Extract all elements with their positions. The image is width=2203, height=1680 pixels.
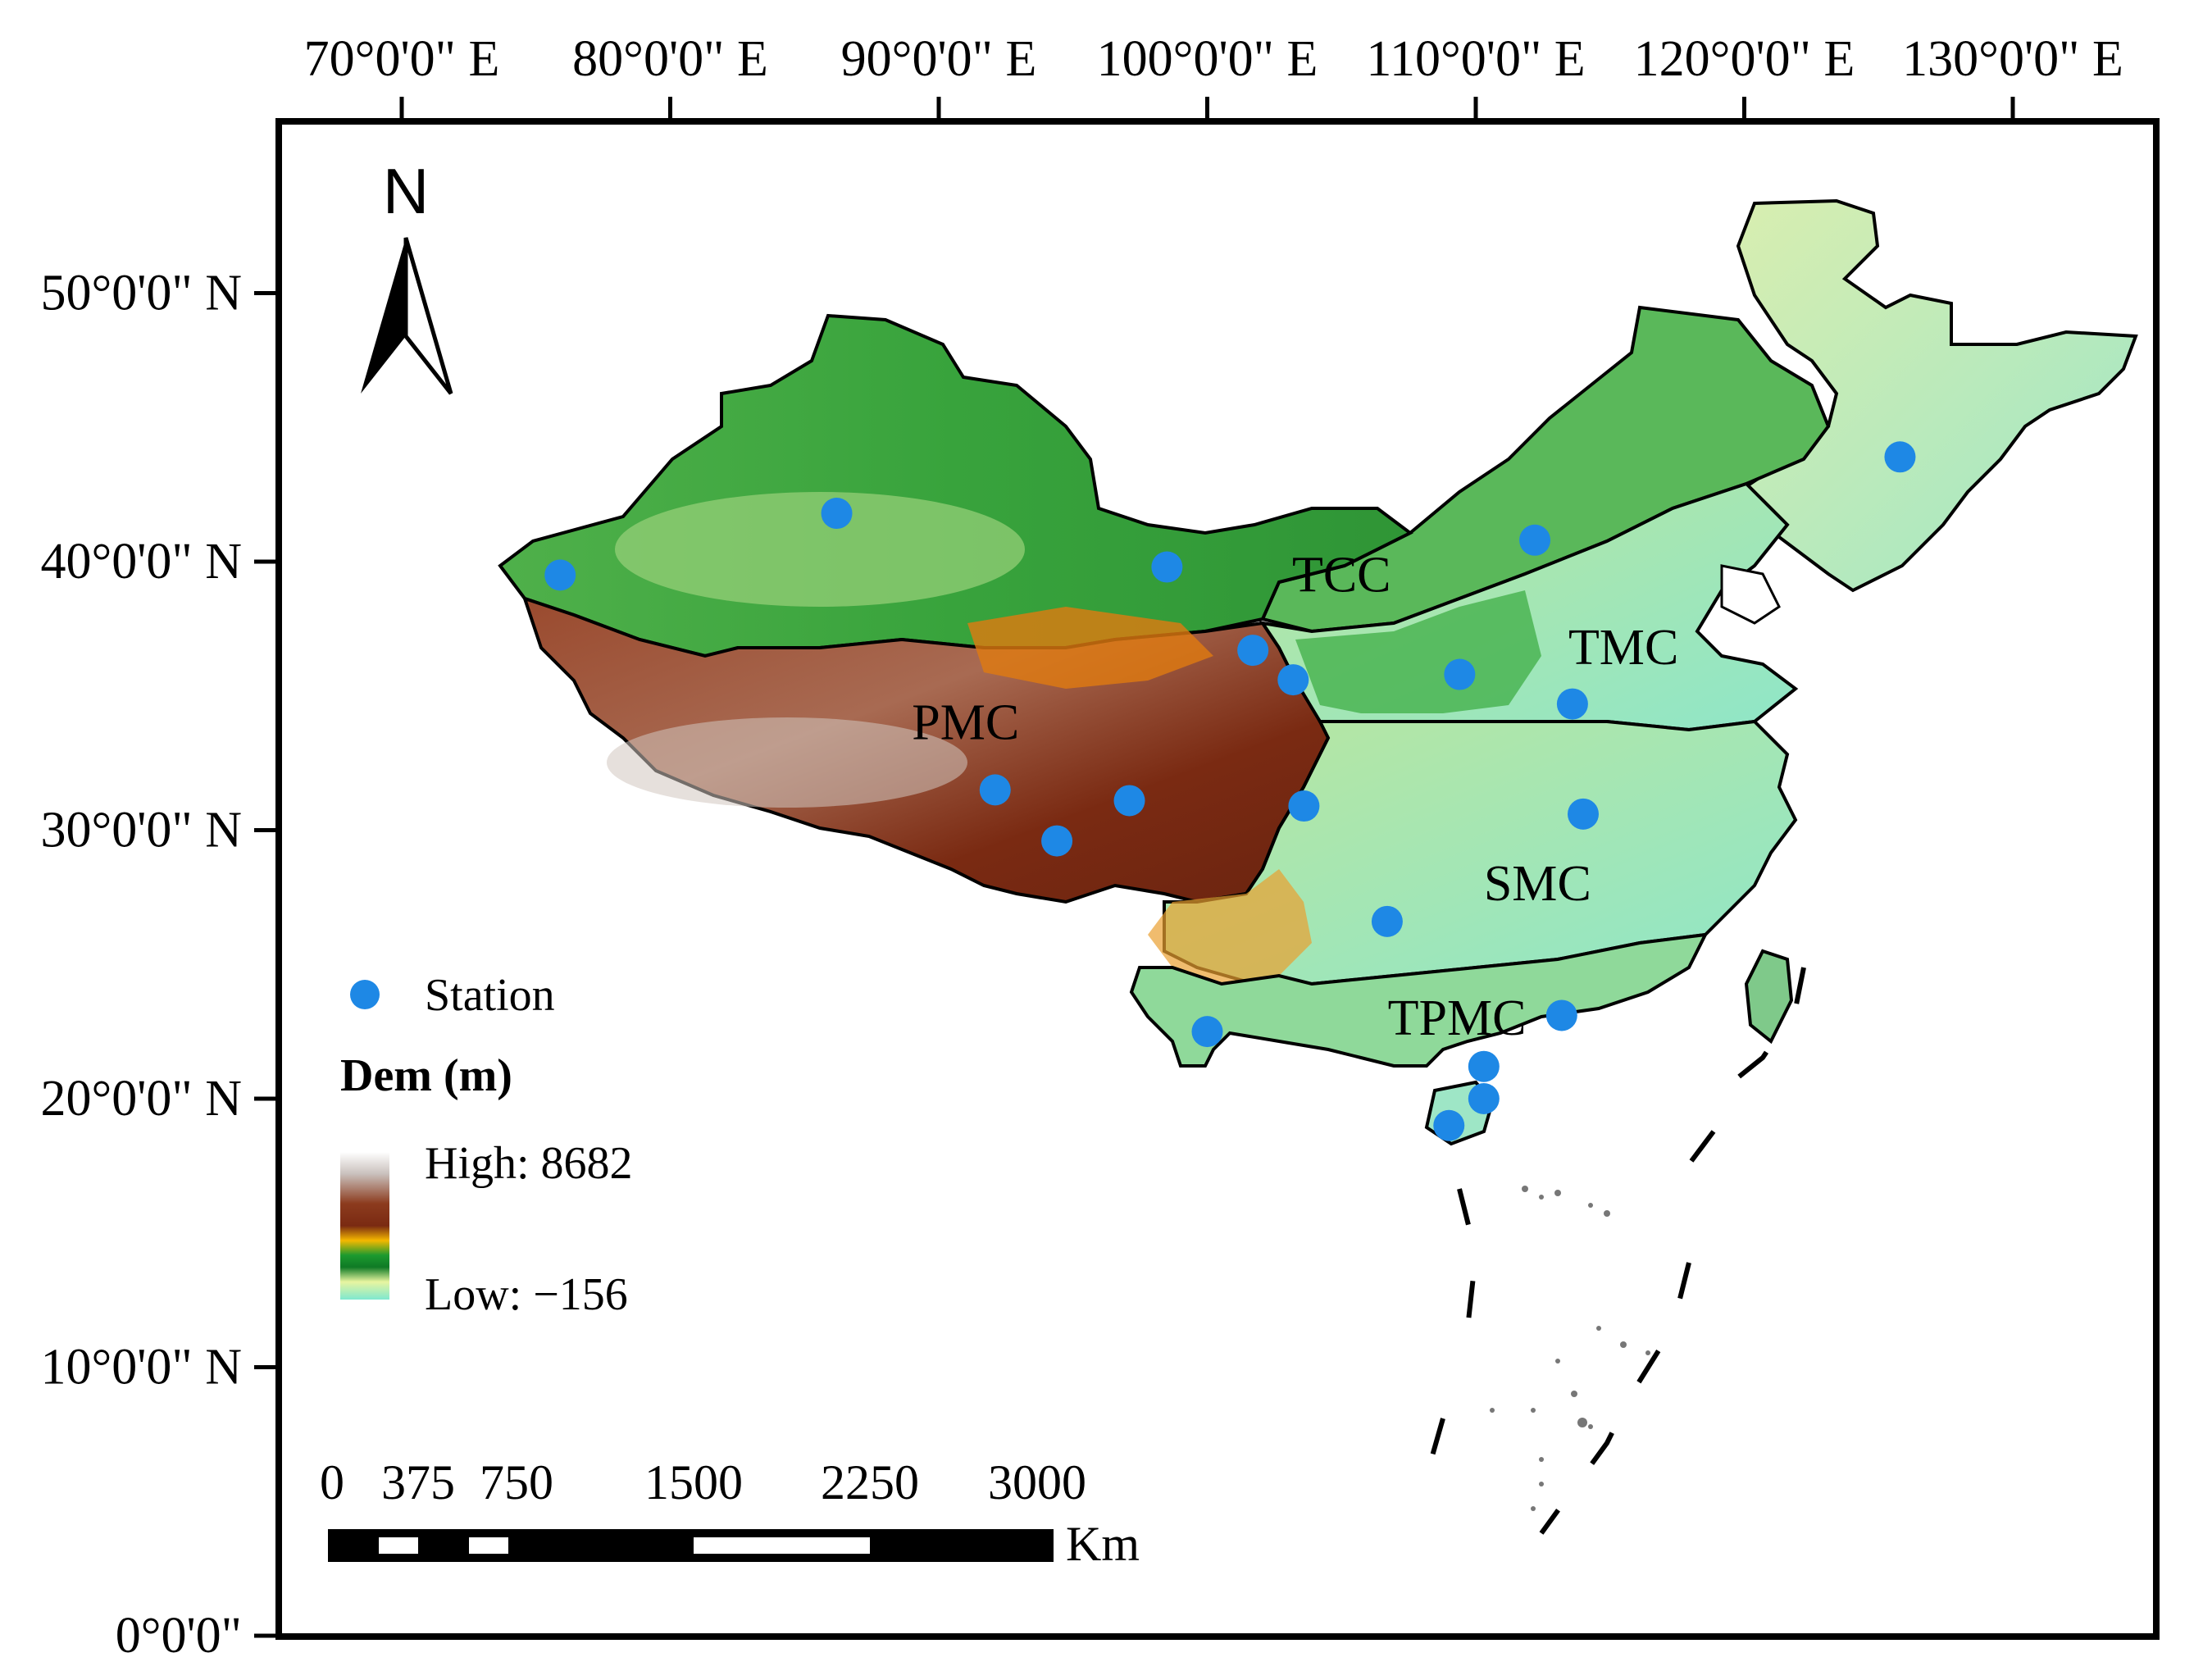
station-marker	[821, 498, 853, 530]
station-marker	[1884, 441, 1916, 473]
longitude-ticks: 70°0'0" E 80°0'0" E 90°0'0" E 100°0'0" E 110…	[304, 31, 2123, 121]
yunnan-relief	[1148, 869, 1312, 984]
station-marker	[1151, 551, 1183, 583]
lat-tick-label: 0°0'0"	[116, 1608, 242, 1664]
north-arrow-right	[403, 237, 453, 395]
scale-bar-labels: 0 375 750 1500 2250 3000	[320, 1455, 1086, 1509]
region-tpmc	[1129, 932, 1709, 1068]
scale-bar-seg-3	[694, 1537, 870, 1554]
legend-low-label: Low: −156	[425, 1269, 628, 1320]
station-marker	[979, 774, 1011, 806]
lon-tick-label: 130°0'0" E	[1902, 31, 2123, 87]
lat-tick-label: 40°0'0" N	[40, 534, 242, 590]
region-label-tpmc: TPMC	[1388, 990, 1527, 1046]
taiwan-island	[1744, 949, 1794, 1045]
station-marker	[1568, 798, 1599, 830]
station-marker	[1444, 658, 1476, 690]
lon-tick-label: 70°0'0" E	[304, 31, 500, 87]
dem-raster	[498, 198, 2138, 1146]
lon-tick-label: 100°0'0" E	[1097, 31, 1318, 87]
scale-bar-body	[328, 1529, 1054, 1562]
scale-bar-seg-2	[469, 1537, 508, 1554]
loess-green	[1295, 590, 1541, 713]
station-markers	[544, 441, 1916, 1141]
station-marker	[1468, 1050, 1500, 1082]
scale-bar-seg-1	[379, 1537, 418, 1554]
station-marker	[1288, 790, 1320, 822]
scale-bar-label: 750	[480, 1455, 553, 1509]
station-marker	[1519, 524, 1551, 556]
station-marker	[1237, 635, 1269, 667]
lat-tick-label: 20°0'0" N	[40, 1071, 242, 1127]
station-marker	[1468, 1083, 1500, 1114]
region-label-pmc: PMC	[912, 695, 1019, 751]
island-scatter	[1490, 1186, 1650, 1511]
station-marker	[1371, 905, 1403, 937]
lat-tick-label: 50°0'0" N	[40, 266, 242, 321]
legend-station-marker	[350, 980, 380, 1009]
station-marker	[1277, 664, 1309, 696]
scale-bar-label: 2250	[821, 1455, 919, 1509]
lat-tick-label: 30°0'0" N	[40, 803, 242, 858]
tarim-basin	[615, 492, 1025, 607]
north-arrow: N	[361, 155, 453, 395]
lon-tick-label: 110°0'0" E	[1366, 31, 1585, 87]
scale-bar-unit: Km	[1066, 1517, 1140, 1571]
region-label-smc: SMC	[1484, 856, 1591, 912]
legend-station-label: Station	[425, 970, 555, 1021]
north-arrow-left	[361, 238, 406, 394]
north-label: N	[383, 155, 429, 227]
region-northeast	[1736, 198, 2138, 593]
plateau-snow	[607, 717, 967, 808]
scale-bar-label: 3000	[988, 1455, 1086, 1509]
station-marker	[1041, 825, 1073, 857]
station-marker	[1545, 999, 1577, 1031]
legend-high-label: High: 8682	[425, 1138, 633, 1189]
qaidam-orange	[967, 607, 1213, 689]
region-labels: TCC TMC PMC SMC TPMC	[912, 547, 1678, 1045]
region-label-tcc: TCC	[1292, 547, 1391, 603]
scale-bar-label: 375	[381, 1455, 455, 1509]
legend-dem-ramp	[340, 1152, 389, 1300]
scale-bar: 0 375 750 1500 2250 3000 Km	[320, 1455, 1140, 1571]
station-marker	[1191, 1016, 1223, 1048]
lat-tick-label: 10°0'0" N	[40, 1340, 242, 1395]
station-marker	[1556, 688, 1588, 720]
scale-bar-label: 0	[320, 1455, 344, 1509]
lon-tick-label: 90°0'0" E	[841, 31, 1037, 87]
lon-tick-label: 120°0'0" E	[1634, 31, 1855, 87]
bohai-sea	[1720, 564, 1781, 625]
lon-tick-label: 80°0'0" E	[572, 31, 768, 87]
legend: Station Dem (m) High: 8682 Low: −156	[340, 970, 633, 1320]
region-label-tmc: TMC	[1568, 620, 1678, 676]
scale-bar-label: 1500	[644, 1455, 743, 1509]
nine-dash-line	[1424, 967, 1806, 1535]
station-marker	[1433, 1109, 1465, 1141]
station-marker	[1113, 785, 1145, 817]
legend-dem-title: Dem (m)	[340, 1050, 512, 1101]
latitude-ticks: 50°0'0" N 40°0'0" N 30°0'0" N 20°0'0" N 10°0…	[40, 266, 279, 1664]
station-marker	[544, 559, 576, 591]
